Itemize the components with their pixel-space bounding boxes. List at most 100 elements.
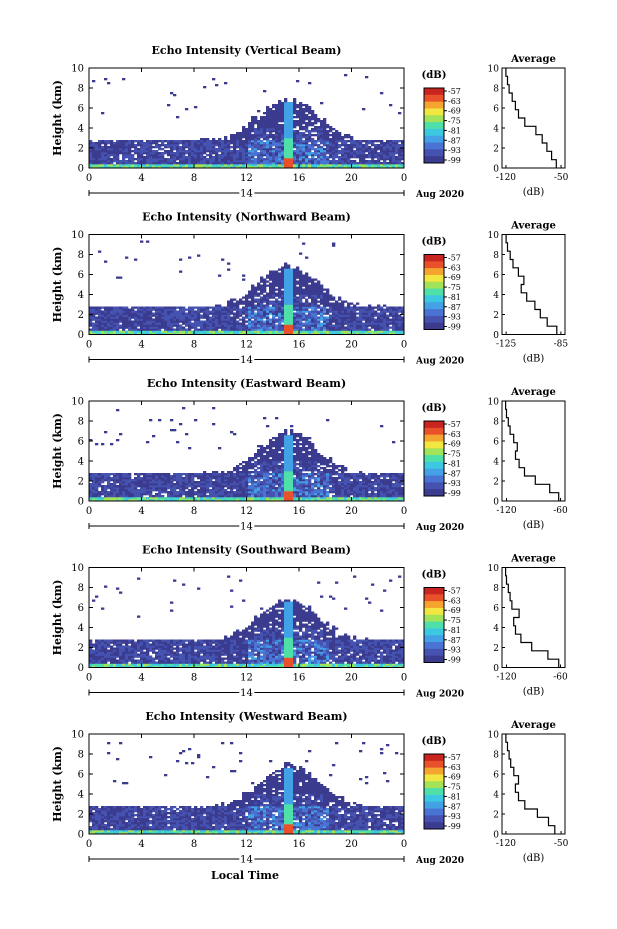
heatmap-cell [146, 310, 150, 313]
heatmap-cell [311, 146, 315, 149]
heatmap-cell [257, 306, 261, 309]
heatmap-cell [182, 326, 186, 329]
heatmap-cell [200, 493, 204, 496]
heatmap-cell [269, 140, 273, 143]
heatmap-cell [242, 154, 246, 157]
heatmap-cell [248, 142, 252, 145]
heatmap-cell [134, 148, 138, 151]
heatmap-cell [170, 146, 174, 149]
heatmap-cell [368, 322, 372, 325]
heatmap-cell [170, 162, 174, 165]
heatmap-cell [266, 483, 270, 486]
heatmap-cell [149, 481, 153, 484]
heatmap-cell [251, 136, 255, 139]
heatmap-cell [149, 322, 153, 325]
heatmap-cell [101, 322, 105, 325]
heatmap-cell [323, 318, 327, 321]
heatmap-cell [116, 489, 120, 492]
heatmap-cell [371, 144, 375, 147]
heatmap-cell [203, 144, 207, 147]
heatmap-cell [266, 126, 270, 129]
heatmap-cell [287, 332, 291, 335]
heatmap-cell [335, 332, 339, 335]
heatmap-cell [227, 148, 231, 151]
heatmap-cell [152, 435, 156, 438]
heatmap-cell [200, 152, 204, 155]
heatmap-cell [152, 314, 156, 317]
heatmap-cell [275, 493, 279, 496]
heatmap-cell [146, 240, 150, 243]
heatmap-cell [125, 316, 129, 319]
heatmap-cell [263, 314, 267, 317]
heatmap-cell [338, 308, 342, 311]
heatmap-cell [296, 136, 300, 139]
heatmap-cell [98, 160, 102, 163]
heatmap-cell [140, 240, 144, 243]
heatmap-cell [398, 144, 402, 147]
heatmap-cell [389, 308, 393, 311]
heatmap-cell [275, 148, 279, 151]
heatmap-cell [242, 128, 246, 131]
heatmap-cell [95, 146, 99, 149]
heatmap-cell [242, 491, 246, 494]
heatmap-cell [251, 467, 255, 470]
heatmap-cell [155, 152, 159, 155]
heatmap-cell [311, 128, 315, 131]
heatmap-cell [104, 320, 108, 323]
colorbar-tick-label: -99 [448, 156, 461, 165]
heatmap-cell [293, 278, 297, 281]
heatmap-cell [188, 485, 192, 488]
heatmap-cell [323, 326, 327, 329]
heatmap-cell [287, 318, 291, 321]
heatmap-cell [323, 328, 327, 331]
heatmap-cell [326, 332, 330, 335]
heatmap-cell [338, 306, 342, 309]
heatmap-cell [341, 324, 345, 327]
heatmap-cell [134, 326, 138, 329]
heatmap-cell [326, 138, 330, 141]
heatmap-cell [302, 112, 306, 115]
heatmap-cell [185, 316, 189, 319]
heatmap-cell [230, 152, 234, 155]
heatmap-cell [398, 306, 402, 309]
heatmap-cell [401, 312, 405, 315]
heatmap-cell [155, 158, 159, 161]
heatmap-cell [206, 148, 210, 151]
heatmap-cell [305, 308, 309, 311]
heatmap-cell [266, 328, 270, 331]
heatmap-cell [272, 150, 276, 153]
heatmap-cell [299, 288, 303, 291]
heatmap-cell [242, 316, 246, 319]
heatmap-cell [110, 316, 114, 319]
heatmap-cell [155, 312, 159, 315]
heatmap-cell [215, 304, 219, 307]
heatmap-cell [233, 164, 237, 167]
heatmap-cell [140, 487, 144, 490]
heatmap-cell [335, 322, 339, 325]
heatmap-cell [218, 483, 222, 486]
heatmap-cell [215, 328, 219, 331]
heatmap-cell [254, 118, 258, 121]
heatmap-cell [236, 326, 240, 329]
heatmap-cell [335, 144, 339, 147]
heatmap-cell [245, 481, 249, 484]
heatmap-cell [104, 158, 108, 161]
heatmap-cell [233, 148, 237, 151]
heatmap-cell [185, 485, 189, 488]
heatmap-cell [191, 154, 195, 157]
heatmap-cell [167, 150, 171, 153]
heatmap-cell [317, 304, 321, 307]
heatmap-cell [383, 142, 387, 145]
heatmap-cell [119, 483, 123, 486]
heatmap-cell [218, 314, 222, 317]
colorbar-tick-label: -57 [448, 87, 461, 96]
heatmap-cell [293, 314, 297, 317]
heatmap-cell [191, 485, 195, 488]
heatmap-cell [167, 324, 171, 327]
heatmap-cell [248, 164, 252, 167]
heatmap-cell [278, 495, 282, 498]
heatmap-cell [281, 477, 285, 480]
heatmap-cell [125, 330, 129, 333]
heatmap-cell [371, 142, 375, 145]
heatmap-cell [374, 330, 378, 333]
